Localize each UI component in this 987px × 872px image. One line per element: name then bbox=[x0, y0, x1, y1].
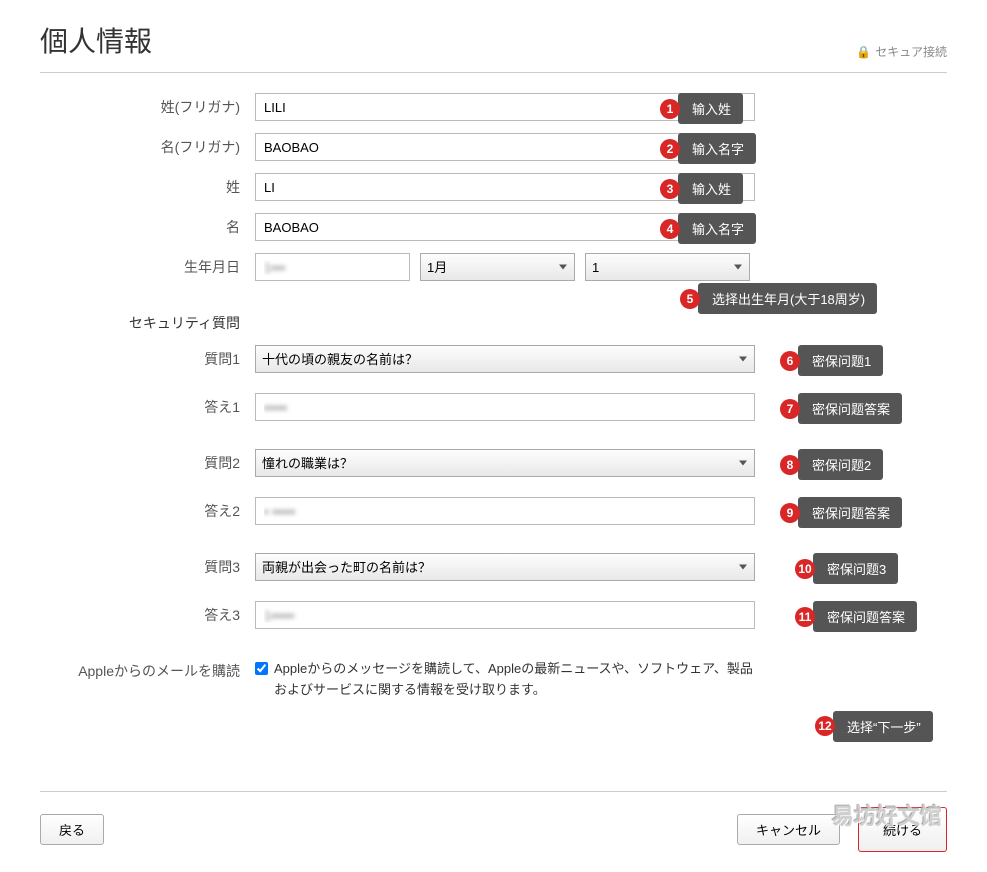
annotation-label: 密保问题答案 bbox=[798, 393, 902, 424]
annotation-label: 密保问题答案 bbox=[798, 497, 902, 528]
label-a2: 答え2 bbox=[40, 501, 255, 521]
annotation-badge: 8 bbox=[780, 455, 800, 475]
select-birth-month[interactable]: 1月 bbox=[420, 253, 575, 281]
back-button[interactable]: 戻る bbox=[40, 814, 104, 845]
annotation-badge: 10 bbox=[795, 559, 815, 579]
annotation-badge: 4 bbox=[660, 219, 680, 239]
lock-icon: 🔒 bbox=[856, 45, 871, 59]
annotation-label: 密保问题1 bbox=[798, 345, 883, 376]
label-a3: 答え3 bbox=[40, 605, 255, 625]
select-q3[interactable]: 両親が出会った町の名前は？ bbox=[255, 553, 755, 581]
annotation-badge: 11 bbox=[795, 607, 815, 627]
annotation-label: 输入姓 bbox=[678, 93, 743, 124]
label-last-name: 姓 bbox=[40, 177, 255, 197]
row-first-name: 名 4 输入名字 bbox=[40, 213, 947, 241]
annotation-label: 密保问题3 bbox=[813, 553, 898, 584]
annotation-label: 选择“下一步” bbox=[833, 711, 933, 742]
row-birthdate: 生年月日 1月 1 bbox=[40, 253, 947, 281]
input-a1[interactable] bbox=[255, 393, 755, 421]
annotation-badge: 5 bbox=[680, 289, 700, 309]
page-header: 個人情報 🔒 セキュア接続 bbox=[40, 20, 947, 73]
annotation-badge: 12 bbox=[815, 716, 835, 736]
annotation-badge: 1 bbox=[660, 99, 680, 119]
row-a2: 答え2 9 密保问题答案 bbox=[40, 497, 947, 525]
input-birth-year[interactable] bbox=[255, 253, 410, 281]
annotation-label: 密保问题2 bbox=[798, 449, 883, 480]
cancel-button[interactable]: キャンセル bbox=[737, 814, 840, 845]
label-first-name: 名 bbox=[40, 217, 255, 237]
input-a2[interactable] bbox=[255, 497, 755, 525]
select-birth-day[interactable]: 1 bbox=[585, 253, 750, 281]
annotation-6: 6 密保问题1 bbox=[780, 345, 883, 376]
label-first-furigana: 名(フリガナ) bbox=[40, 137, 255, 157]
checkbox-subscribe[interactable] bbox=[255, 662, 268, 675]
annotation-label: 输入名字 bbox=[678, 213, 756, 244]
row-q2: 質問2 憧れの職業は？ 8 密保问题2 bbox=[40, 449, 947, 477]
row-first-furigana: 名(フリガナ) 2 输入名字 bbox=[40, 133, 947, 161]
watermark: 易坊好文馆 bbox=[832, 799, 942, 831]
annotation-label: 输入名字 bbox=[678, 133, 756, 164]
subscribe-text: Appleからのメッセージを購読して、Appleの最新ニュースや、ソフトウェア、… bbox=[274, 659, 755, 701]
label-subscribe: Appleからのメールを購読 bbox=[40, 659, 255, 681]
label-last-furigana: 姓(フリガナ) bbox=[40, 97, 255, 117]
annotation-badge: 9 bbox=[780, 503, 800, 523]
secure-badge: 🔒 セキュア接続 bbox=[856, 43, 947, 60]
annotation-badge: 2 bbox=[660, 139, 680, 159]
annotation-badge: 3 bbox=[660, 179, 680, 199]
label-q3: 質問3 bbox=[40, 557, 255, 577]
label-birthdate: 生年月日 bbox=[40, 257, 255, 277]
form-container: 個人情報 🔒 セキュア接続 姓(フリガナ) 1 输入姓 名(フリガナ) 2 输入… bbox=[0, 0, 987, 872]
annotation-7: 7 密保问题答案 bbox=[780, 393, 902, 424]
row-a3: 答え3 11 密保问题答案 bbox=[40, 601, 947, 629]
label-q2: 質問2 bbox=[40, 453, 255, 473]
footer: 戻る キャンセル 続ける bbox=[40, 791, 947, 852]
annotation-12: 12 选择“下一步” bbox=[815, 711, 933, 742]
annotation-1: 1 输入姓 bbox=[660, 93, 743, 124]
annotation-4: 4 输入名字 bbox=[660, 213, 756, 244]
label-q1: 質問1 bbox=[40, 349, 255, 369]
annotation-2: 2 输入名字 bbox=[660, 133, 756, 164]
annotation-label: 输入姓 bbox=[678, 173, 743, 204]
row-q1: 質問1 十代の頃の親友の名前は？ 6 密保问题1 bbox=[40, 345, 947, 373]
annotation-9: 9 密保问题答案 bbox=[780, 497, 902, 528]
secure-label: セキュア接続 bbox=[875, 43, 947, 60]
annotation-3: 3 输入姓 bbox=[660, 173, 743, 204]
annotation-5: 5 选择出生年月(大于18周岁) bbox=[680, 283, 877, 314]
input-a3[interactable] bbox=[255, 601, 755, 629]
annotation-10: 10 密保问题3 bbox=[795, 553, 898, 584]
annotation-label: 选择出生年月(大于18周岁) bbox=[698, 283, 877, 314]
row-security-header: セキュリティ質問 bbox=[40, 313, 947, 333]
row-a1: 答え1 7 密保问题答案 bbox=[40, 393, 947, 421]
select-q1[interactable]: 十代の頃の親友の名前は？ bbox=[255, 345, 755, 373]
annotation-badge: 6 bbox=[780, 351, 800, 371]
annotation-label: 密保问题答案 bbox=[813, 601, 917, 632]
row-last-name: 姓 3 输入姓 bbox=[40, 173, 947, 201]
select-q2[interactable]: 憧れの職業は？ bbox=[255, 449, 755, 477]
annotation-11: 11 密保问题答案 bbox=[795, 601, 917, 632]
label-a1: 答え1 bbox=[40, 397, 255, 417]
row-annotation-12: 12 选择“下一步” bbox=[40, 701, 947, 731]
label-security-section: セキュリティ質問 bbox=[40, 313, 255, 333]
row-subscribe: Appleからのメールを購読 Appleからのメッセージを購読して、Appleの… bbox=[40, 659, 947, 701]
row-last-furigana: 姓(フリガナ) 1 输入姓 bbox=[40, 93, 947, 121]
annotation-8: 8 密保问题2 bbox=[780, 449, 883, 480]
annotation-badge: 7 bbox=[780, 399, 800, 419]
page-title: 個人情報 bbox=[40, 20, 152, 60]
row-q3: 質問3 両親が出会った町の名前は？ 10 密保问题3 bbox=[40, 553, 947, 581]
